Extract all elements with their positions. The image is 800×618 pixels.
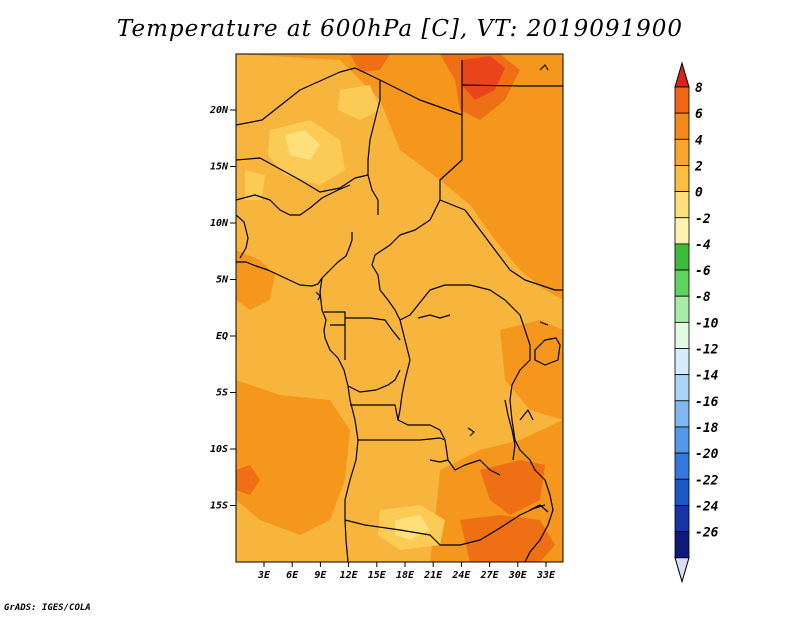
colorbar-label: 6 [695, 107, 703, 122]
lon-label: 3E [257, 570, 271, 581]
colorbar-segment [674, 112, 690, 140]
chart-title: Temperature at 600hPa [C], VT: 201909190… [116, 16, 684, 42]
colorbar-segment [674, 217, 690, 245]
colorbar-segment [674, 478, 690, 506]
colorbar-segment [674, 86, 690, 114]
lon-label: 33E [536, 570, 556, 581]
country-borders [236, 60, 563, 562]
colorbar-label: -16 [695, 395, 719, 410]
colorbar-label: -24 [695, 499, 719, 514]
grads-credit: GrADS: IGES/COLA [4, 603, 91, 613]
colorbar-label: -14 [695, 369, 719, 384]
cool-region [245, 85, 445, 550]
very-hot-region [462, 56, 505, 100]
colorbar-segment [674, 269, 690, 297]
colorbar-segment [674, 452, 690, 480]
lon-label: 9E [314, 570, 327, 581]
map-axes: 20N 15N 10N 5N EQ 5S 10S 15S 3E 6E 9E 12E 15E 18E 21E 2… [209, 105, 556, 581]
colorbar-label: -4 [695, 238, 711, 253]
lon-label: 6E [286, 570, 299, 581]
lon-label: 27E [480, 570, 500, 581]
lon-label: 30E [508, 570, 528, 581]
lat-label: 10N [210, 218, 229, 229]
lon-label: 15E [368, 570, 387, 581]
colorbar-label: 0 [695, 186, 703, 201]
lakes [315, 291, 549, 513]
lat-label: 20N [209, 105, 229, 116]
colorbar-segment [674, 400, 690, 428]
colorbar-label: -8 [695, 290, 711, 305]
colorbar-segment [674, 138, 690, 166]
colorbar-label: -6 [695, 264, 711, 279]
lat-label: 15N [210, 162, 229, 173]
lat-label: 5S [216, 388, 228, 399]
colorbar-segment [674, 348, 690, 376]
colorbar-segment [674, 321, 690, 349]
lon-label: 12E [340, 570, 359, 581]
cooler-region [285, 130, 430, 540]
lon-label: 18E [396, 570, 415, 581]
lat-label: EQ [216, 331, 228, 342]
lon-label: 21E [423, 570, 443, 581]
colorbar-label: -10 [695, 316, 719, 331]
colorbar-label: -26 [695, 526, 719, 541]
colorbar-label: -18 [695, 421, 719, 436]
colorbar-bottom-arrow [674, 557, 690, 584]
lat-label: 10S [210, 444, 228, 455]
colorbar-label: -2 [695, 212, 711, 227]
colorbar-label: 4 [695, 133, 703, 148]
colorbar-segment [674, 374, 690, 402]
colorbar-label: -20 [695, 447, 719, 462]
colorbar-segment [674, 165, 690, 192]
colorbar-segment [674, 531, 690, 559]
colorbar-top-arrow [674, 61, 690, 88]
colorbar-label: -12 [695, 343, 719, 358]
colorbar: 8 6 4 2 0 -2 -4 -6 -8 -10 -12 -14 -16 -18 -20 -22 -24 -26 [674, 61, 719, 584]
lat-label: 15S [210, 501, 228, 512]
colorbar-label: -22 [695, 473, 719, 488]
lon-label: 24E [451, 570, 471, 581]
colorbar-segment [674, 191, 690, 219]
colorbar-label: 8 [695, 81, 703, 96]
map-frame [235, 53, 564, 563]
colorbar-segment [674, 426, 690, 454]
colorbar-segment [674, 243, 690, 271]
colorbar-segment [674, 504, 690, 532]
colorbar-segment [674, 295, 690, 323]
lat-label: 5N [216, 275, 229, 286]
colorbar-label: 2 [694, 159, 703, 174]
